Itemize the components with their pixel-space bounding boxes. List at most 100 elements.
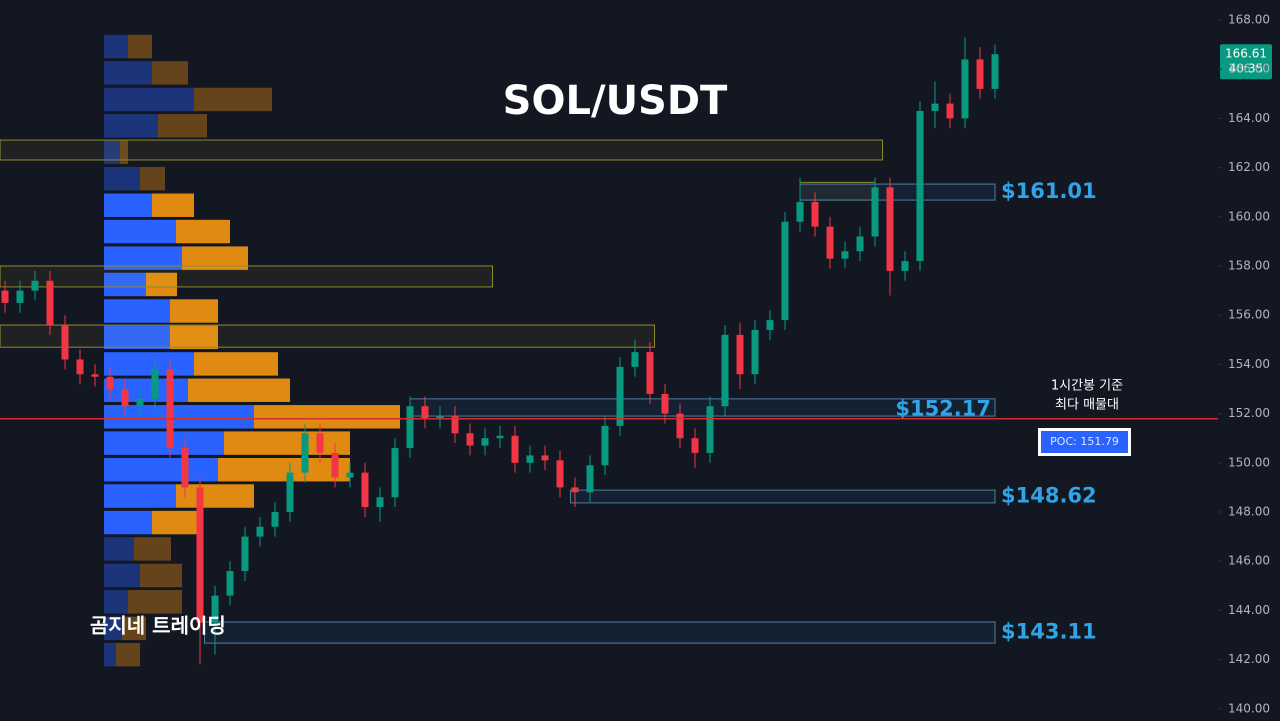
profile-buy: [104, 431, 224, 455]
watermark: 곰지네 트레이딩: [90, 614, 226, 638]
profile-buy: [104, 405, 254, 429]
candle-body: [691, 438, 699, 453]
candle-body: [766, 320, 774, 330]
profile-buy: [104, 140, 120, 165]
level-label: $152.17: [895, 396, 991, 420]
candle-body: [856, 236, 864, 252]
candle-body: [901, 261, 909, 271]
candle-body: [121, 389, 129, 407]
price-tag-label: 166.61: [1225, 47, 1267, 61]
candle-body: [76, 359, 84, 375]
profile-buy: [104, 299, 170, 323]
profile-sell: [194, 352, 278, 376]
level-label: $143.11: [1001, 619, 1097, 643]
y-tick-label: 152.00: [1228, 406, 1270, 420]
candle-body: [331, 452, 339, 478]
profile-sell: [254, 405, 400, 429]
candle-body: [616, 366, 624, 426]
candle-body: [421, 406, 429, 419]
profile-sell: [170, 325, 218, 350]
candle-body: [151, 369, 159, 399]
profile-buy: [104, 87, 194, 112]
candle-body: [226, 571, 234, 596]
profile-sell: [152, 510, 201, 535]
candle-body: [931, 103, 939, 112]
candle-body: [541, 455, 549, 461]
candle-body: [511, 435, 519, 463]
candle-body: [646, 352, 654, 394]
profile-sell: [146, 272, 177, 297]
profile-buy: [104, 272, 146, 297]
candle-body: [571, 487, 579, 493]
candle-body: [316, 433, 324, 453]
candle-body: [271, 512, 279, 527]
profile-sell: [152, 193, 194, 217]
candle-body: [211, 595, 219, 623]
profile-buy: [104, 114, 158, 138]
candle-body: [826, 226, 834, 259]
profile-buy: [104, 642, 116, 667]
level-box: [570, 489, 996, 504]
profile-sell: [152, 61, 188, 85]
profile-sell: [128, 34, 152, 59]
candle-body: [286, 472, 294, 512]
profile-buy: [104, 563, 140, 588]
level-label: $148.62: [1001, 484, 1097, 508]
profile-sell: [176, 484, 254, 508]
annotation-line: 최다 매물대: [1055, 398, 1119, 413]
candle-body: [796, 202, 804, 222]
profile-buy: [104, 484, 176, 508]
chart-title: SOL/USDT: [503, 78, 728, 124]
candle-body: [496, 435, 504, 439]
price-tag: [1220, 44, 1272, 80]
countdown: 40:35: [1229, 62, 1264, 76]
candle-body: [916, 111, 924, 262]
y-tick-label: 144.00: [1228, 603, 1270, 617]
candle-body: [841, 251, 849, 259]
candle-body: [181, 448, 189, 488]
profile-buy: [104, 510, 152, 535]
y-tick-label: 142.00: [1228, 652, 1270, 666]
profile-buy: [104, 352, 194, 376]
profile-buy: [104, 325, 170, 350]
profile-sell: [116, 642, 140, 667]
candle-body: [16, 290, 24, 303]
candle-body: [811, 202, 819, 227]
profile-sell: [224, 431, 350, 455]
candle-body: [706, 406, 714, 453]
profile-buy: [104, 457, 218, 482]
y-tick-label: 146.00: [1228, 554, 1270, 568]
y-tick-label: 150.00: [1228, 455, 1270, 469]
profile-buy: [104, 219, 176, 244]
y-tick-label: 164.00: [1228, 111, 1270, 125]
profile-sell: [140, 563, 182, 588]
candle-body: [751, 329, 759, 375]
candle-body: [1, 290, 9, 303]
y-tick-label: 158.00: [1228, 259, 1270, 273]
profile-sell: [176, 219, 230, 244]
y-tick-label: 168.00: [1228, 13, 1270, 27]
poc-box: [1041, 431, 1128, 453]
candle-body: [451, 416, 459, 434]
candle-body: [241, 536, 249, 572]
y-tick-label: 140.00: [1228, 701, 1270, 715]
candle-body: [346, 472, 354, 478]
profile-buy: [104, 34, 128, 59]
profile-sell: [120, 140, 128, 165]
level-box: [799, 183, 996, 201]
candle-body: [106, 376, 114, 389]
candle-body: [301, 433, 309, 473]
candle-body: [361, 472, 369, 508]
profile-buy: [104, 246, 182, 270]
profile-sell: [128, 590, 182, 614]
y-tick-label: 154.00: [1228, 357, 1270, 371]
level-box: [204, 621, 996, 644]
candle-body: [961, 59, 969, 119]
profile-sell: [218, 457, 350, 482]
candle-body: [736, 334, 744, 375]
candle-body: [871, 187, 879, 237]
candle-body: [976, 59, 984, 89]
candle-body: [46, 280, 54, 326]
level-label: $161.01: [1001, 179, 1097, 203]
